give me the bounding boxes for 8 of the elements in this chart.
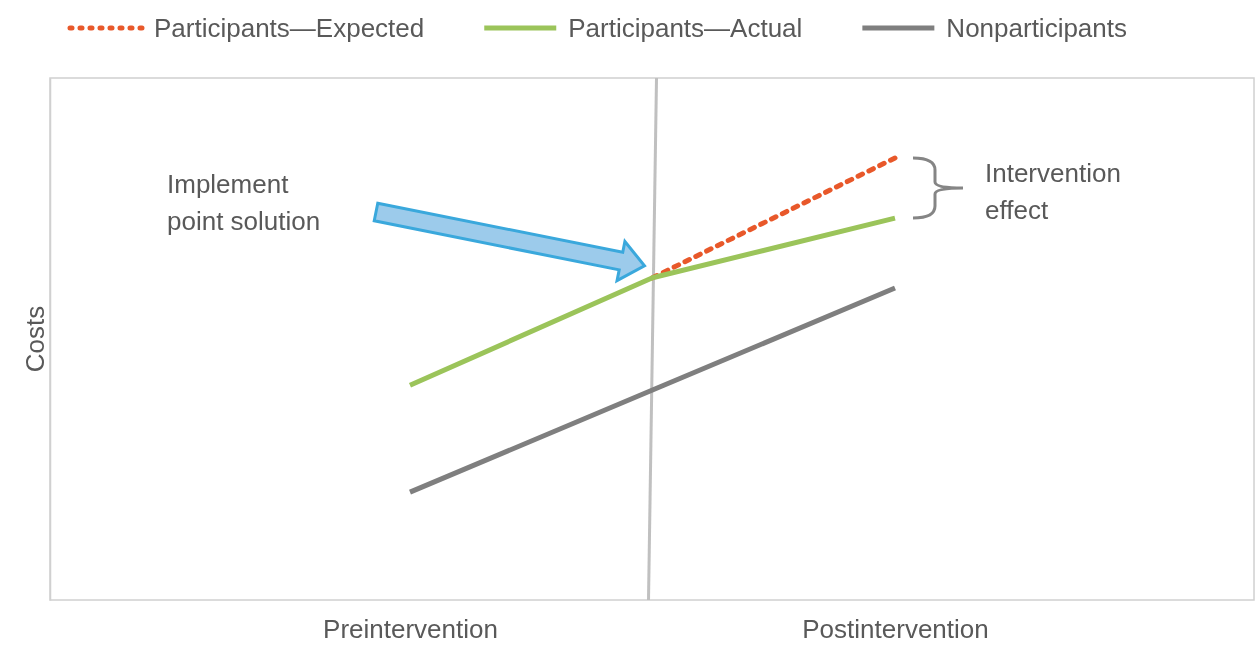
text: Costs — [20, 305, 50, 373]
legend-label: Nonparticipants — [946, 13, 1128, 43]
x-tick-label: Preintervention — [323, 614, 498, 645]
annotation: Implement point solution — [167, 169, 321, 236]
legend-label: Participants—Expected — [154, 13, 425, 43]
x-tick-label: Postintervention — [802, 614, 989, 645]
legend-label: Participants—Actual — [568, 13, 803, 43]
annotation: Intervention effect — [985, 158, 1121, 226]
